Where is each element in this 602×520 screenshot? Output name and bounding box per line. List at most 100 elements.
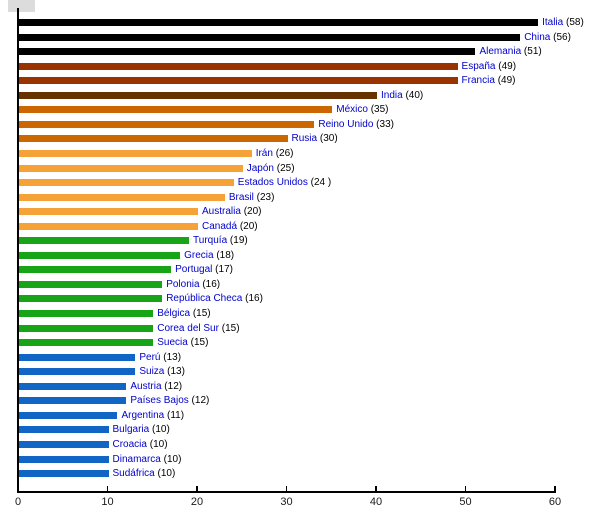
bar-value-label: (20)	[239, 220, 258, 232]
bar-value-label: (13)	[167, 366, 185, 378]
bar-value-label: (20)	[243, 206, 262, 218]
bar-label: Turquía (19)	[193, 236, 248, 246]
x-axis-tick	[554, 486, 556, 492]
bar-country-label: Australia	[202, 206, 241, 218]
bar-dinamarca	[19, 455, 109, 463]
bar-value-label: (26)	[275, 147, 294, 159]
bar-label: India (40)	[381, 89, 423, 101]
bar-japon	[19, 164, 243, 172]
bar-value-label: (15)	[192, 308, 211, 319]
bar-label: Irán (26)	[256, 147, 294, 159]
bar-grecia	[19, 251, 181, 259]
bar-francia	[19, 77, 458, 85]
bar-label: Suecia (15)	[157, 338, 208, 348]
bar-label: Polonia (16)	[166, 278, 221, 290]
bar-country-label: Estados Unidos	[237, 177, 308, 189]
bar-value-label: (10)	[157, 468, 176, 480]
bar-value-label: (19)	[229, 235, 248, 247]
bar-sudafrica	[19, 470, 109, 478]
bar-label: China (56)	[524, 31, 571, 43]
bar-value-label: (23)	[256, 191, 275, 203]
corner-artifact	[8, 0, 35, 12]
bar-country-label: Francia	[461, 75, 495, 87]
bar-label: Sudáfrica (10)	[113, 469, 176, 479]
bar-belgica	[19, 310, 154, 317]
bar-label: Austria (12)	[130, 380, 183, 392]
bar-value-label: (35)	[370, 104, 389, 116]
bar-value-label: (17)	[215, 264, 233, 276]
bar-value-label: (12)	[164, 380, 183, 392]
bar-label: Australia (20)	[202, 207, 261, 217]
bar-label: Países Bajos (12)	[130, 396, 209, 406]
bar-espana	[19, 62, 458, 70]
bar-country-label: Portugal	[175, 264, 213, 276]
x-axis-tick-label: 60	[548, 496, 562, 508]
bar-india	[19, 91, 377, 99]
x-axis-tick	[106, 486, 109, 492]
x-axis-tick-label: 20	[190, 496, 204, 508]
bar-value-label: (16)	[245, 293, 263, 305]
bar-label: Reino Unido (33)	[318, 119, 394, 130]
bar-label: Francia (49)	[462, 76, 516, 86]
bar-value-label: (12)	[191, 395, 210, 407]
bar-country-label: Sudáfrica	[112, 468, 155, 480]
bar-croacia	[19, 440, 109, 448]
bar-value-label: (10)	[149, 438, 168, 450]
bar-label: Alemania (51)	[479, 47, 541, 57]
bar-polonia	[19, 280, 163, 288]
bar-country-label: India	[381, 89, 403, 101]
bar-label: Grecia (18)	[184, 249, 235, 261]
bar-label: España (49)	[461, 60, 517, 72]
bar-country-label: Polonia	[166, 278, 200, 290]
bar-country-label: Canadá	[202, 220, 238, 232]
bar-country-label: Bélgica	[157, 308, 191, 319]
x-axis-tick	[196, 486, 198, 492]
bar-label: Suiza (13)	[139, 367, 185, 377]
bar-republica-checa	[19, 295, 163, 303]
bar-value-label: (18)	[216, 249, 235, 261]
bar-value-label: (15)	[190, 337, 209, 349]
bar-label: Perú (13)	[139, 352, 181, 363]
bar-italia	[19, 19, 539, 26]
x-axis-tick	[464, 486, 467, 492]
x-axis-tick	[375, 486, 377, 492]
bar-label: República Checa (16)	[166, 294, 263, 304]
bar-china	[19, 33, 521, 41]
bar-country-label: Dinamarca	[112, 453, 161, 465]
bar-canada	[19, 222, 198, 230]
x-axis-tick-label: 0	[14, 496, 22, 508]
bar-turquia	[19, 237, 190, 245]
bar-value-label: (15)	[221, 322, 240, 334]
bar-paises-bajos	[19, 397, 127, 405]
bar-country-label: Corea del Sur	[157, 322, 219, 334]
bar-country-label: Austria	[130, 380, 162, 392]
bar-country-label: Turquía	[193, 235, 228, 247]
bar-value-label: (58)	[566, 17, 584, 28]
bar-label: Argentina (11)	[121, 409, 184, 421]
bar-country-label: Suecia	[157, 337, 188, 349]
bar-austria	[19, 382, 127, 390]
bar-label: Croacia (10)	[113, 438, 168, 450]
bar-value-label: (16)	[202, 278, 221, 290]
bar-label: Dinamarca (10)	[112, 453, 182, 465]
bar-peru	[19, 353, 136, 361]
bar-value-label: (24 )	[310, 177, 332, 189]
bar-bulgaria	[19, 426, 109, 434]
bar-country-label: Rusia	[291, 133, 318, 145]
bar-country-label: Argentina	[121, 409, 165, 421]
bar-suecia	[19, 339, 154, 347]
bar-country-label: República Checa	[166, 293, 243, 305]
bar-label: Portugal (17)	[175, 265, 233, 275]
bar-country-label: México	[336, 104, 368, 116]
x-axis-tick	[285, 486, 288, 492]
bar-value-label: (10)	[163, 453, 182, 465]
y-axis-line	[17, 8, 19, 492]
bar-country-label: España	[461, 60, 496, 72]
bar-country-label: China	[524, 31, 551, 43]
bar-iran	[19, 149, 252, 157]
bar-value-label: (30)	[319, 133, 338, 145]
bar-country-label: Grecia	[184, 249, 214, 261]
bar-portugal	[19, 266, 172, 274]
bar-country-label: Italia	[542, 17, 564, 28]
